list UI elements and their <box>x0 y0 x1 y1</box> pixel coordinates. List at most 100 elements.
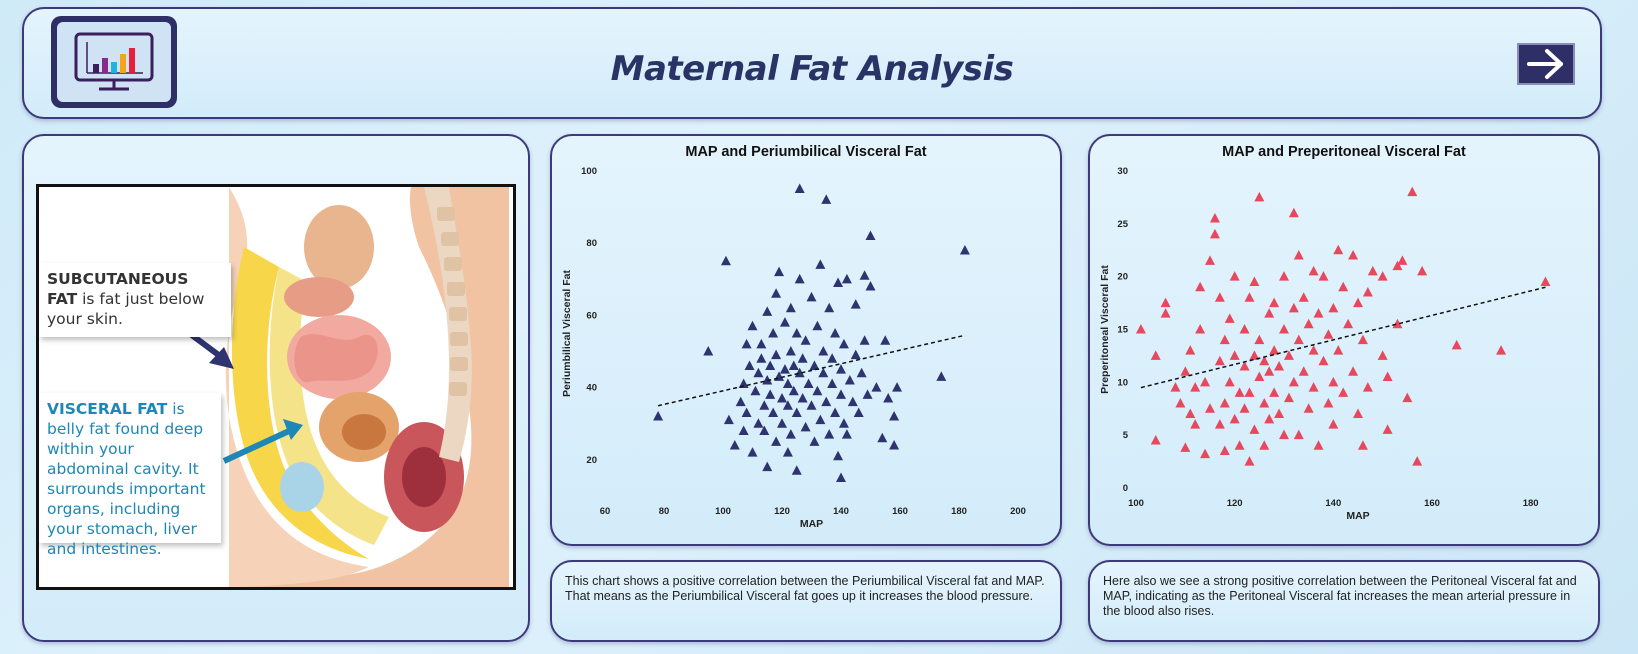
data-point <box>1150 350 1161 360</box>
data-point <box>1249 276 1260 286</box>
data-point <box>1298 292 1309 302</box>
data-point <box>1185 408 1196 419</box>
data-point <box>1264 308 1275 318</box>
data-point <box>1229 413 1240 424</box>
data-point <box>1259 397 1270 408</box>
data-point <box>1338 281 1349 292</box>
data-point <box>883 393 894 403</box>
data-point <box>1362 287 1373 297</box>
chart1-description-panel: This chart shows a positive correlation … <box>550 560 1062 642</box>
data-point <box>1283 392 1294 403</box>
data-point <box>1224 376 1235 387</box>
periumbilical-chart-panel: MAP and Periumbilical Visceral Fat 20 40 60… <box>550 134 1062 546</box>
data-point <box>741 338 752 349</box>
data-point <box>771 349 782 360</box>
y-axis-label: Periumbilical Visceral Fat <box>561 269 573 397</box>
data-point <box>1209 228 1220 239</box>
data-point <box>653 411 664 421</box>
data-point <box>850 349 861 360</box>
data-point <box>806 291 817 302</box>
data-point <box>1239 324 1250 334</box>
data-point <box>1397 255 1408 265</box>
data-point <box>1205 255 1215 265</box>
data-point <box>809 360 820 370</box>
data-point <box>768 407 779 417</box>
data-point <box>1283 350 1294 360</box>
data-point <box>824 302 835 313</box>
x-tick-label: 140 <box>1325 498 1341 509</box>
data-point <box>1348 250 1359 260</box>
data-point <box>1150 434 1161 445</box>
x-tick-label: 120 <box>774 506 790 517</box>
data-point <box>1377 271 1388 281</box>
x-axis-label: MAP <box>800 518 823 530</box>
data-point <box>703 346 714 356</box>
arrow-right-icon <box>1527 49 1563 79</box>
next-page-button[interactable] <box>1517 43 1575 85</box>
data-point <box>765 389 776 399</box>
data-point <box>794 273 805 284</box>
data-point <box>1323 397 1334 408</box>
data-point <box>1180 442 1191 452</box>
data-point <box>1333 345 1344 355</box>
data-point <box>750 385 761 396</box>
data-point <box>959 244 970 255</box>
preperitoneal-scatter-chart: MAP and Preperitoneal Visceral Fat 0 5 10 15… <box>1099 144 1551 522</box>
data-point <box>1269 297 1280 308</box>
data-point <box>1343 318 1354 329</box>
trend-line <box>657 334 966 407</box>
data-point <box>1348 366 1359 376</box>
data-point <box>738 378 749 389</box>
data-point <box>859 270 870 280</box>
data-point <box>1234 440 1245 450</box>
data-point <box>1274 408 1285 419</box>
data-point <box>738 425 749 435</box>
data-point <box>791 465 802 475</box>
data-point <box>818 367 829 378</box>
data-point <box>785 302 796 313</box>
data-point <box>777 393 787 403</box>
dashboard-logo <box>51 16 177 108</box>
data-point <box>827 378 838 389</box>
data-point <box>1205 403 1215 413</box>
x-tick-label: 100 <box>715 506 731 517</box>
data-point <box>759 425 770 435</box>
data-point <box>803 378 814 389</box>
data-point <box>1308 265 1319 276</box>
chart-title: MAP and Preperitoneal Visceral Fat <box>1222 144 1466 160</box>
data-point <box>1229 271 1240 281</box>
data-point <box>1135 324 1146 334</box>
data-point <box>1293 429 1304 440</box>
x-tick-label: 180 <box>951 506 967 517</box>
y-tick-label: 15 <box>1117 325 1128 336</box>
data-point <box>862 389 873 399</box>
data-point <box>753 367 764 378</box>
chart2-description-panel: Here also we see a strong positive corre… <box>1088 560 1600 642</box>
data-point <box>762 306 773 316</box>
data-point <box>1313 308 1324 318</box>
data-point <box>791 328 802 338</box>
data-point <box>762 461 773 472</box>
data-point <box>1382 424 1393 434</box>
data-point <box>836 472 846 482</box>
data-point <box>1318 271 1329 281</box>
y-tick-label: 80 <box>586 238 597 249</box>
data-point <box>1377 350 1388 360</box>
data-point <box>880 335 891 345</box>
data-point <box>853 407 864 417</box>
data-point <box>753 418 764 428</box>
data-point <box>1269 345 1280 355</box>
data-point <box>788 385 799 396</box>
data-point <box>794 367 805 378</box>
data-point <box>1190 419 1201 429</box>
data-point <box>838 418 849 428</box>
data-point <box>1402 392 1413 403</box>
data-point <box>1328 419 1339 429</box>
preperitoneal-chart-panel: MAP and Preperitoneal Visceral Fat 0 5 10 15… <box>1088 134 1600 546</box>
callout2-text: is belly fat found deep within your abdo… <box>47 400 206 558</box>
data-point <box>1362 382 1373 392</box>
data-point <box>1308 345 1319 355</box>
x-tick-label: 120 <box>1227 498 1243 509</box>
y-tick-label: 100 <box>581 166 597 177</box>
data-point <box>827 353 838 363</box>
